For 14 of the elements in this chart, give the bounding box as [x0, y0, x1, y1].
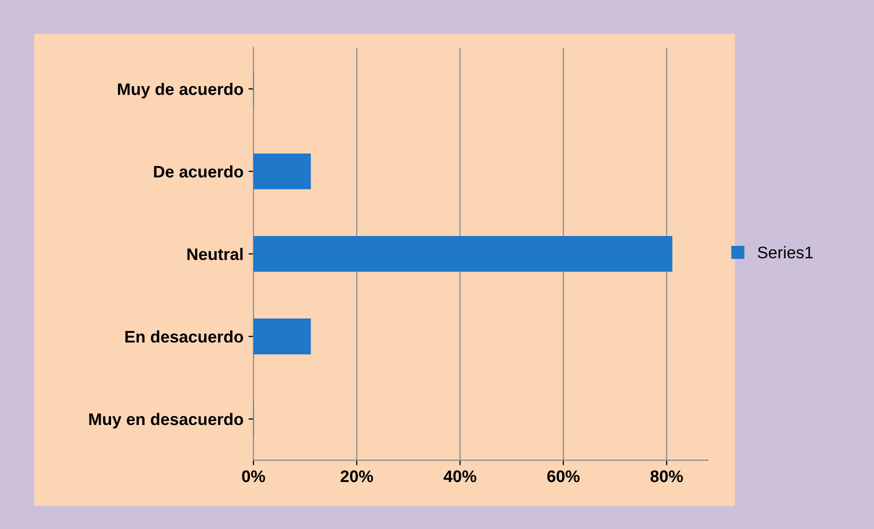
y-tick-label: En desacuerdo [125, 330, 244, 343]
x-tick-label: 80% [650, 470, 683, 482]
y-tick-label: De acuerdo [154, 165, 244, 178]
bar [253, 318, 311, 354]
y-tick-label: Muy en desacuerdo [89, 412, 244, 428]
y-tick-label: Neutral [187, 248, 243, 260]
bar [253, 154, 311, 190]
x-tick-label: 60% [547, 470, 580, 482]
y-tick-label: Muy de acuerdo [118, 82, 244, 98]
bar [253, 236, 672, 272]
x-tick-label: 40% [444, 470, 476, 482]
x-tick-label: 0% [242, 470, 266, 482]
legend-label: Series1 [758, 246, 813, 258]
x-tick-label: 20% [340, 470, 373, 482]
